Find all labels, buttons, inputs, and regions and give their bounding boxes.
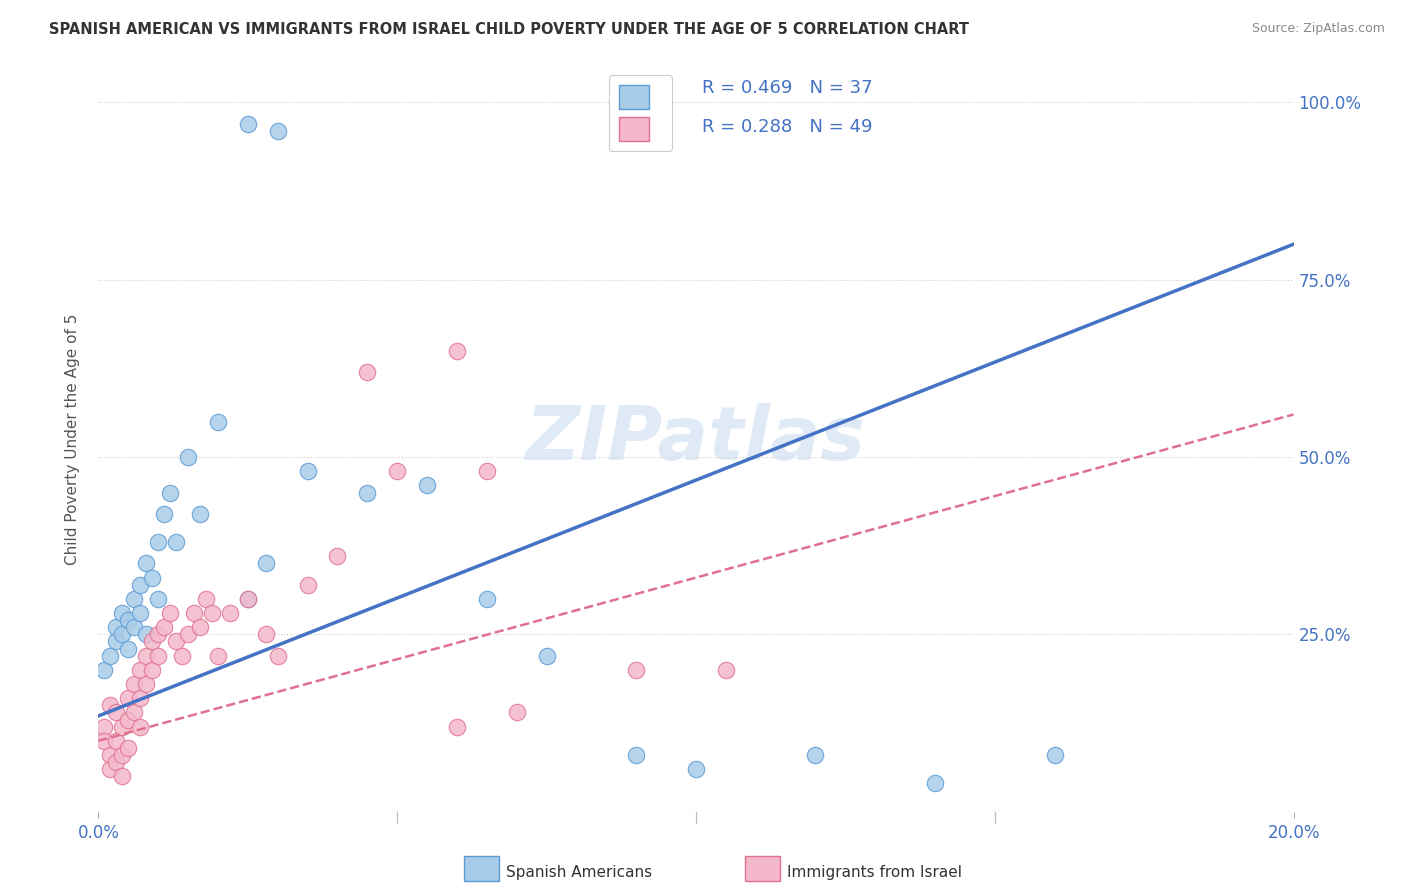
Point [446,720,468,734]
Point [685,762,707,776]
Point [475,591,498,606]
Point [385,464,409,478]
Point [207,648,229,663]
Point [135,557,157,571]
Point [153,507,176,521]
Point [117,691,139,706]
Point [172,648,194,663]
Text: SPANISH AMERICAN VS IMMIGRANTS FROM ISRAEL CHILD POVERTY UNDER THE AGE OF 5 CORR: SPANISH AMERICAN VS IMMIGRANTS FROM ISRA… [49,22,969,37]
Point [129,691,152,706]
Point [804,747,827,762]
Point [124,706,146,720]
Point [207,415,229,429]
Point [446,343,468,358]
Point [506,706,529,720]
Point [153,620,176,634]
Point [236,591,259,606]
Point [326,549,349,564]
Point [111,747,134,762]
Point [188,620,211,634]
Point [236,117,259,131]
Point [105,706,128,720]
Point [111,606,134,620]
Point [135,677,157,691]
Point [159,485,181,500]
Point [124,620,146,634]
Point [93,720,115,734]
Text: R = 0.469   N = 37: R = 0.469 N = 37 [702,79,873,97]
Point [1043,747,1066,762]
Text: Immigrants from Israel: Immigrants from Israel [787,865,962,880]
Point [117,713,139,727]
Point [177,450,200,464]
Point [236,591,259,606]
Point [141,663,163,677]
Point [148,648,170,663]
Point [129,606,152,620]
Point [626,747,648,762]
Point [105,634,128,648]
Text: ZIPatlas: ZIPatlas [526,403,866,475]
Point [141,634,163,648]
Point [98,762,122,776]
Point [924,776,946,790]
Point [201,606,224,620]
Point [111,720,134,734]
Point [297,578,319,592]
Point [267,648,290,663]
Point [117,613,139,627]
Point [141,571,163,585]
Point [129,663,152,677]
Point [183,606,205,620]
Point [93,663,115,677]
Text: R = 0.288   N = 49: R = 0.288 N = 49 [702,119,873,136]
Point [135,648,157,663]
Point [714,663,737,677]
Point [148,627,170,641]
Point [356,365,378,379]
Point [159,606,181,620]
Point [124,677,146,691]
Point [129,720,152,734]
Point [536,648,558,663]
Text: Spanish Americans: Spanish Americans [506,865,652,880]
Point [98,698,122,713]
Point [165,634,187,648]
Point [219,606,242,620]
Legend: , : , [609,75,672,151]
Point [98,648,122,663]
Point [148,591,170,606]
Point [111,769,134,783]
Point [356,485,378,500]
Y-axis label: Child Poverty Under the Age of 5: Child Poverty Under the Age of 5 [65,314,80,565]
Point [475,464,498,478]
Point [165,535,187,549]
Point [254,627,277,641]
Point [98,747,122,762]
Point [188,507,211,521]
Point [135,627,157,641]
Point [195,591,218,606]
Point [148,535,170,549]
Point [105,733,128,747]
Point [105,620,128,634]
Point [111,627,134,641]
Point [124,591,146,606]
Point [416,478,439,492]
Text: Source: ZipAtlas.com: Source: ZipAtlas.com [1251,22,1385,36]
Point [117,641,139,656]
Point [129,578,152,592]
Point [626,663,648,677]
Point [267,124,290,138]
Point [93,733,115,747]
Point [177,627,200,641]
Point [254,557,277,571]
Point [297,464,319,478]
Point [105,755,128,769]
Point [117,740,139,755]
